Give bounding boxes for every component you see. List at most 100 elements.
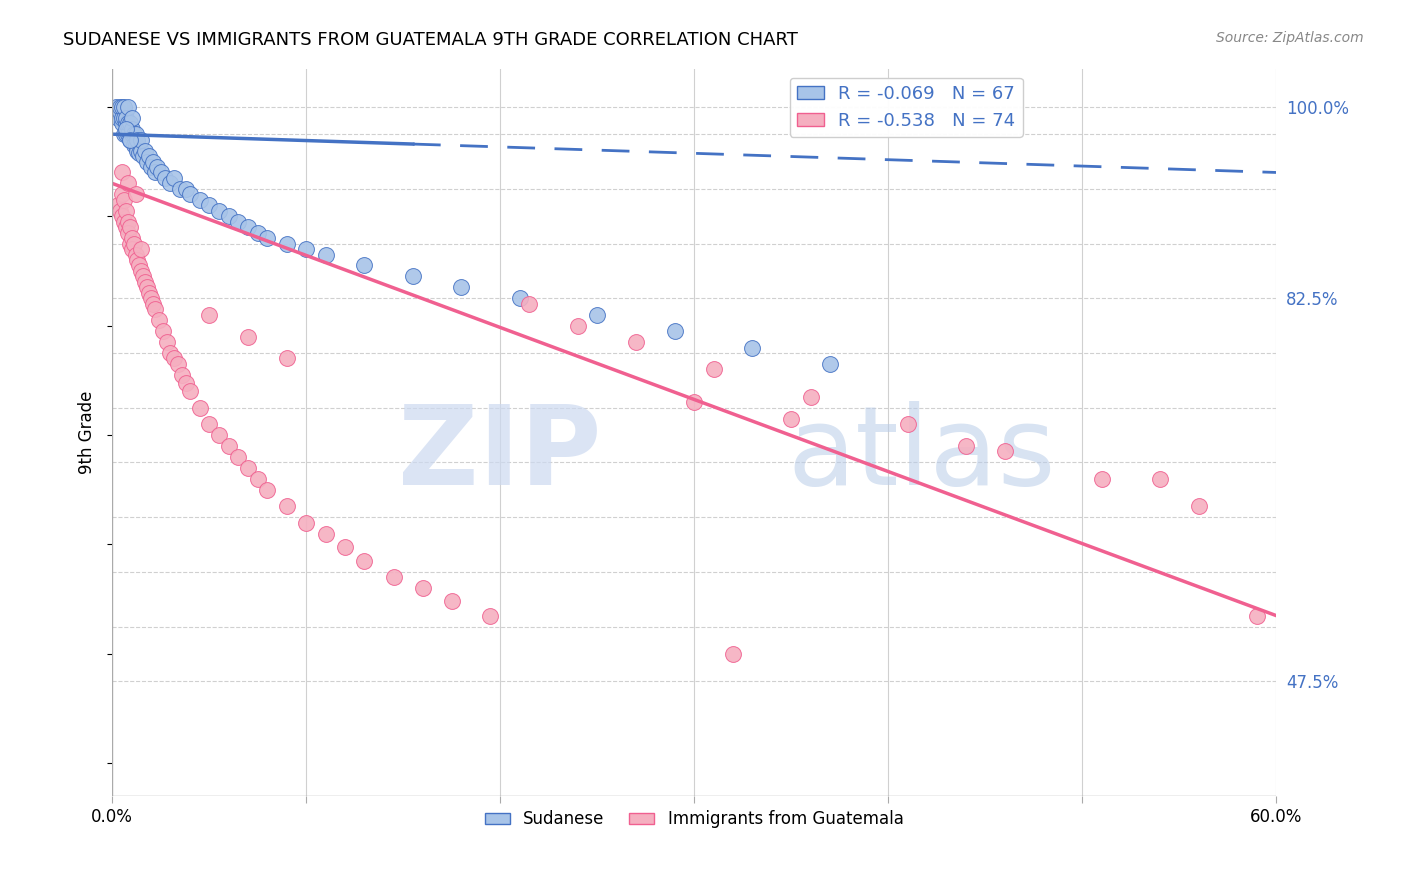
Point <box>153 170 176 185</box>
Point <box>128 145 150 160</box>
Point <box>198 308 221 322</box>
Point <box>124 187 146 202</box>
Point <box>124 138 146 153</box>
Text: atlas: atlas <box>787 401 1056 508</box>
Point <box>122 138 145 153</box>
Text: SUDANESE VS IMMIGRANTS FROM GUATEMALA 9TH GRADE CORRELATION CHART: SUDANESE VS IMMIGRANTS FROM GUATEMALA 9T… <box>63 31 799 49</box>
Point <box>567 318 589 333</box>
Point <box>121 231 143 245</box>
Point <box>131 144 153 158</box>
Point <box>136 280 159 294</box>
Point <box>138 149 160 163</box>
Point <box>479 608 502 623</box>
Point <box>218 209 240 223</box>
Point <box>402 269 425 284</box>
Point <box>131 264 153 278</box>
Point <box>896 417 918 431</box>
Point <box>167 357 190 371</box>
Point <box>132 149 155 163</box>
Point <box>114 111 136 125</box>
Point <box>112 193 135 207</box>
Point <box>114 121 136 136</box>
Point <box>108 100 131 114</box>
Point <box>152 324 174 338</box>
Point <box>315 247 337 261</box>
Point <box>333 540 356 554</box>
Point <box>412 581 434 595</box>
Point <box>118 220 141 235</box>
Point <box>799 390 821 404</box>
Point <box>117 100 139 114</box>
Point <box>276 499 298 513</box>
Point <box>131 242 153 256</box>
Point <box>124 247 146 261</box>
Point <box>111 100 134 114</box>
Point <box>122 236 145 251</box>
Point <box>139 291 162 305</box>
Point <box>741 341 763 355</box>
Point <box>353 259 375 273</box>
Point <box>132 269 155 284</box>
Point <box>118 133 141 147</box>
Point <box>586 308 609 322</box>
Point <box>170 368 193 382</box>
Point <box>138 285 160 300</box>
Point <box>121 121 143 136</box>
Point <box>114 203 136 218</box>
Point <box>121 242 143 256</box>
Point <box>159 346 181 360</box>
Point <box>624 334 647 349</box>
Point <box>276 351 298 366</box>
Point <box>117 116 139 130</box>
Point <box>107 198 129 212</box>
Point <box>246 472 269 486</box>
Point <box>127 133 149 147</box>
Point <box>107 105 129 120</box>
Point <box>118 133 141 147</box>
Point <box>208 428 231 442</box>
Point <box>108 105 131 120</box>
Point <box>295 242 318 256</box>
Point <box>1149 472 1171 486</box>
Point <box>256 231 278 245</box>
Point <box>143 165 166 179</box>
Point <box>124 127 146 141</box>
Point <box>136 154 159 169</box>
Point <box>159 177 181 191</box>
Point <box>179 384 201 399</box>
Point <box>134 275 156 289</box>
Point <box>112 215 135 229</box>
Point <box>993 444 1015 458</box>
Point <box>107 111 129 125</box>
Point <box>112 100 135 114</box>
Point <box>142 154 165 169</box>
Point <box>122 127 145 141</box>
Point <box>127 252 149 267</box>
Point <box>134 144 156 158</box>
Point <box>509 291 531 305</box>
Point <box>236 329 259 343</box>
Point <box>353 554 375 568</box>
Point <box>246 226 269 240</box>
Point <box>517 297 540 311</box>
Point <box>703 362 725 376</box>
Point <box>111 116 134 130</box>
Point <box>117 226 139 240</box>
Point <box>114 220 136 235</box>
Point <box>179 187 201 202</box>
Point <box>117 215 139 229</box>
Point <box>117 127 139 141</box>
Point <box>111 209 134 223</box>
Point <box>148 313 170 327</box>
Point <box>139 160 162 174</box>
Point <box>721 647 744 661</box>
Legend: Sudanese, Immigrants from Guatemala: Sudanese, Immigrants from Guatemala <box>478 804 910 835</box>
Point <box>174 182 197 196</box>
Point <box>127 144 149 158</box>
Point <box>276 236 298 251</box>
Point <box>155 334 177 349</box>
Point <box>143 302 166 317</box>
Point <box>112 127 135 141</box>
Point <box>198 417 221 431</box>
Text: ZIP: ZIP <box>398 401 600 508</box>
